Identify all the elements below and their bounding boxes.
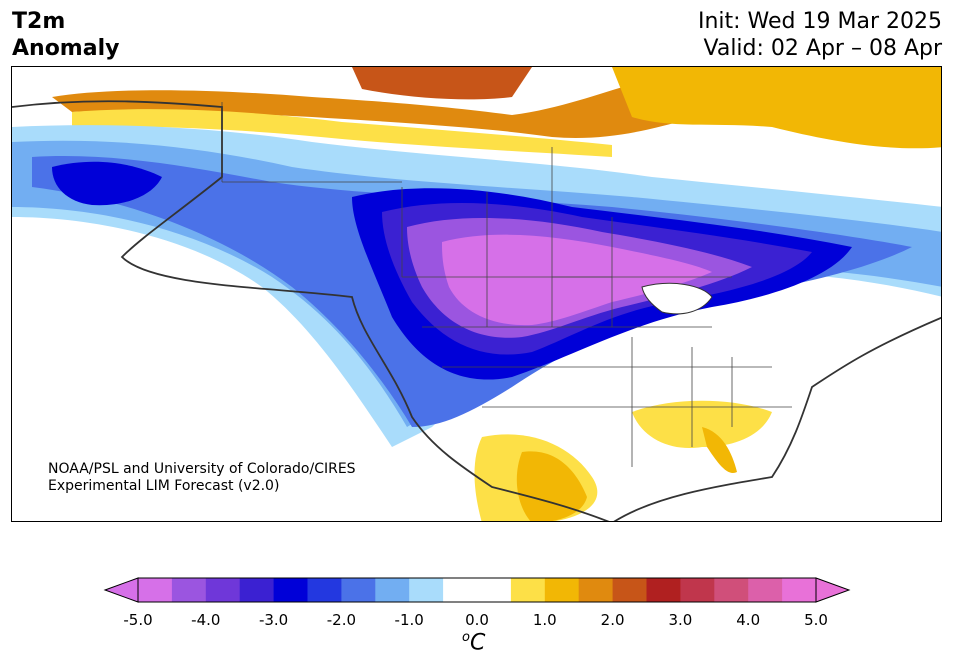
colorbar-swatch (646, 578, 681, 602)
title-line-2: Anomaly (12, 36, 120, 61)
colorbar-frame (137, 577, 817, 603)
credit-line-1: NOAA/PSL and University of Colorado/CIRE… (48, 461, 356, 477)
forecast-dates: Init: Wed 19 Mar 2025 Valid: 02 Apr – 08… (698, 8, 942, 62)
colorbar-swatch (477, 578, 512, 602)
warm-region-florida (702, 427, 737, 473)
anomaly-map-svg (12, 67, 941, 521)
colorbar-swatch (510, 578, 546, 602)
colorbar-tick-label: 1.0 (532, 611, 557, 629)
colorbar-swatch (612, 578, 647, 602)
colorbar-swatch (748, 578, 783, 602)
init-date: Init: Wed 19 Mar 2025 (697, 9, 942, 34)
colorbar-swatch (680, 578, 715, 602)
colorbar-tick-label: 4.0 (736, 611, 761, 629)
colorbar-swatch (578, 578, 614, 602)
cold-region-coldest (442, 234, 712, 326)
cold-region-alaska (52, 161, 162, 206)
colorbar-swatch (171, 578, 207, 602)
colorbar-extend-low (103, 577, 139, 603)
colorbar-swatch (138, 578, 173, 602)
anomaly-map (11, 66, 942, 522)
warm-region-greenland (612, 67, 941, 149)
colorbar-swatch (375, 578, 410, 602)
colorbar-tick-label: -2.0 (326, 611, 357, 629)
title-line-1: T2m (12, 9, 66, 34)
credit-line-2: Experimental LIM Forecast (v2.0) (48, 478, 280, 494)
colorbar-swatch (307, 578, 342, 602)
colorbar-swatch (205, 578, 241, 602)
colorbar (0, 570, 954, 671)
colorbar-tick-label: -3.0 (258, 611, 289, 629)
colorbar-extend-high (815, 577, 851, 603)
warm-region-south-gold (516, 451, 587, 521)
colorbar-svg (103, 577, 851, 603)
colorbar-tick-label: -5.0 (123, 611, 153, 629)
great-lakes (641, 282, 713, 315)
colorbar-tick-label: -1.0 (394, 611, 424, 629)
colorbar-swatch (409, 578, 444, 602)
unit-text: C (469, 630, 486, 656)
colorbar-tick-label: 5.0 (804, 611, 828, 629)
colorbar-swatch (782, 578, 817, 602)
colorbar-tick-label: 2.0 (600, 611, 625, 629)
colorbar-swatch (239, 578, 275, 602)
map-title: T2m Anomaly (12, 8, 119, 62)
colorbar-tick-label: 3.0 (668, 611, 693, 629)
credit-text: NOAA/PSL and University of Colorado/CIRE… (48, 461, 356, 495)
unit-label: oC (462, 630, 485, 655)
warm-region-southeast-yellow (632, 400, 772, 449)
warm-region-yellow-north (72, 109, 612, 157)
warm-region-rust (352, 67, 532, 100)
unit-superscript: o (462, 630, 470, 645)
colorbar-swatch (544, 578, 580, 602)
political-borders (221, 102, 792, 467)
colorbar-tick-label: -4.0 (191, 611, 221, 629)
colorbar-tick-label: 0.0 (465, 611, 489, 629)
colorbar-swatch (714, 578, 749, 602)
valid-range: Valid: 02 Apr – 08 Apr (703, 36, 943, 61)
colorbar-swatch (273, 578, 308, 602)
colorbar-swatch (443, 578, 478, 602)
colorbar-swatch (341, 578, 376, 602)
coastline (12, 100, 941, 521)
